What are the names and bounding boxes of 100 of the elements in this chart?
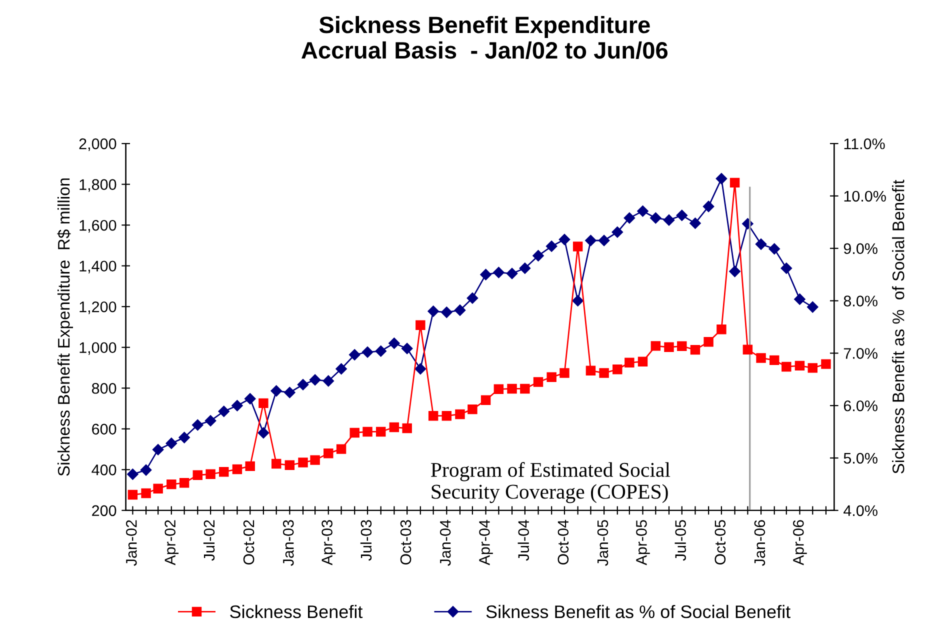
point xyxy=(650,212,662,224)
point xyxy=(376,426,386,437)
x-tick-label: Jul-02 xyxy=(203,520,215,561)
point xyxy=(493,266,504,278)
point xyxy=(324,448,334,458)
y2-tick-label: 10.0% xyxy=(844,190,886,202)
point xyxy=(389,422,400,432)
point xyxy=(677,341,687,351)
point xyxy=(141,488,151,498)
point xyxy=(546,240,558,252)
point xyxy=(624,212,636,224)
point xyxy=(702,200,714,212)
point xyxy=(638,356,648,366)
point xyxy=(232,400,243,412)
annotation: Program of Estimated Social Security Coverage (COPES) xyxy=(430,462,670,504)
point xyxy=(716,173,728,184)
x-tick-label: Apr-06 xyxy=(793,520,807,566)
y-tick-label: 1,200 xyxy=(80,301,116,314)
x-tick-label: Oct-03 xyxy=(400,520,412,565)
point xyxy=(166,438,178,449)
point xyxy=(663,214,675,226)
point xyxy=(416,320,426,330)
point xyxy=(599,368,609,378)
x-tick-label: Oct-05 xyxy=(714,520,726,565)
point xyxy=(402,423,412,434)
point xyxy=(780,262,792,274)
y-tick-label: 1,000 xyxy=(80,342,116,355)
x-tick-label: Apr-03 xyxy=(322,520,336,566)
point xyxy=(192,470,203,480)
point xyxy=(166,479,176,490)
point xyxy=(585,234,596,246)
point xyxy=(664,342,674,352)
point xyxy=(730,178,740,188)
point xyxy=(480,395,491,406)
point xyxy=(128,490,138,500)
y-tick-label: 600 xyxy=(92,424,116,435)
point xyxy=(690,218,701,229)
point xyxy=(349,349,360,360)
point xyxy=(309,374,321,386)
point xyxy=(558,234,570,246)
y2-tick-label: 8.0% xyxy=(844,296,878,306)
point xyxy=(401,342,413,354)
x-tick-label: Apr-04 xyxy=(479,520,493,566)
point xyxy=(322,375,334,387)
point xyxy=(821,359,831,369)
point xyxy=(808,363,818,373)
point xyxy=(598,234,610,246)
point xyxy=(428,306,439,317)
y2-tick-label: 5.0% xyxy=(844,452,878,464)
x-tick-label: Jan-02 xyxy=(126,520,137,566)
legend-label: Sikness Benefit as % of Social Benefit xyxy=(486,604,790,618)
point xyxy=(742,344,753,354)
point xyxy=(336,363,347,375)
point xyxy=(768,243,780,254)
chart-title: Sickness Benefit Expenditure Accrual Basis - Jan/02 to Jun/06 xyxy=(302,16,668,59)
point xyxy=(506,268,518,280)
point xyxy=(270,385,282,397)
point xyxy=(807,301,818,313)
point xyxy=(310,455,320,465)
x-tick-label: Oct-02 xyxy=(243,520,254,565)
y2-axis-title: Sickness Benefit as % of Social Benefit xyxy=(892,180,904,474)
point xyxy=(755,238,767,250)
point xyxy=(546,372,556,382)
point xyxy=(258,427,270,438)
point xyxy=(441,306,452,318)
point xyxy=(770,355,780,366)
y-tick-label: 2,000 xyxy=(79,138,116,152)
y-tick-label: 200 xyxy=(92,505,116,516)
point xyxy=(480,268,492,280)
point xyxy=(454,304,466,316)
x-tick-label: Jan-05 xyxy=(597,520,608,566)
y-tick-label: 800 xyxy=(92,382,116,394)
point xyxy=(624,358,634,368)
y-tick-label: 1,800 xyxy=(80,179,116,192)
y2-tick-label: 11.0% xyxy=(844,138,885,150)
point xyxy=(140,464,152,476)
point xyxy=(442,410,452,421)
y2-tick-label: 9.0% xyxy=(844,243,878,254)
y2-tick-label: 6.0% xyxy=(844,400,878,412)
point xyxy=(192,419,204,431)
point xyxy=(782,362,792,372)
point xyxy=(362,426,372,437)
x-tick-label: Apr-05 xyxy=(636,520,650,566)
y-axis-title: Sickness Benefit Expenditure R$ million xyxy=(57,178,74,476)
point xyxy=(520,384,530,394)
point xyxy=(178,432,190,444)
point xyxy=(572,295,584,306)
y-tick-label: 1,600 xyxy=(80,220,116,233)
point xyxy=(284,460,295,470)
y2-tick-label: 7.0% xyxy=(844,348,878,359)
point xyxy=(219,467,229,477)
point xyxy=(532,250,544,262)
point xyxy=(676,210,688,221)
point xyxy=(204,415,216,426)
point xyxy=(612,226,623,238)
point xyxy=(388,338,400,349)
point xyxy=(494,384,504,394)
point xyxy=(232,464,242,474)
point xyxy=(533,377,544,387)
point xyxy=(179,478,190,488)
